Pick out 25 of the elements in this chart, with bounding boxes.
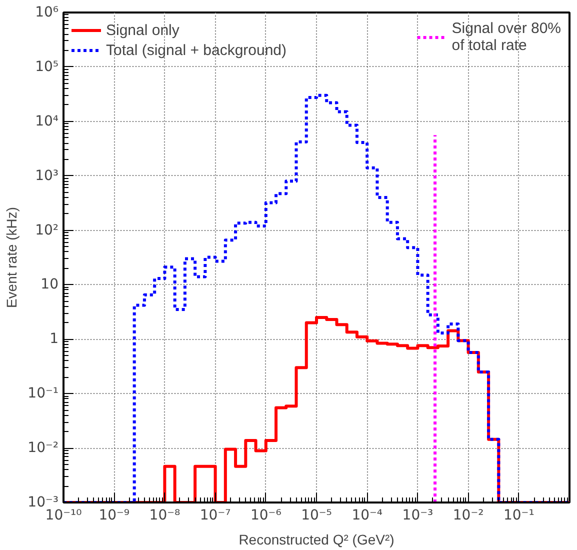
y-tick-label: 10³ <box>35 168 59 184</box>
legend-label: Signal over 80% of total rate <box>452 20 561 54</box>
x-tick-label: 10⁻⁷ <box>200 508 231 524</box>
x-tick-label: 10⁻¹⁰ <box>45 508 82 524</box>
x-axis-title: Reconstructed Q² (GeV²) <box>238 532 394 548</box>
y-tick-label: 1 <box>50 331 59 348</box>
y-tick-label: 10⁻¹ <box>28 386 59 402</box>
y-tick-label: 10⁻² <box>28 440 59 456</box>
y-tick-label: 10⁴ <box>35 113 59 130</box>
legend-label: Total (signal + background) <box>106 40 287 60</box>
y-axis-title: Event rate (kHz) <box>4 206 20 308</box>
x-tick-label: 10⁻⁴ <box>352 508 383 524</box>
y-tick-label: 10 <box>40 276 59 293</box>
y-tick-label: 10⁵ <box>35 58 59 75</box>
x-tick-label: 10⁻² <box>452 508 484 524</box>
x-tick-label: 10⁻⁸ <box>149 508 180 524</box>
x-tick-label: 10⁻³ <box>402 508 434 524</box>
x-tick-label: 10⁻⁶ <box>250 508 282 524</box>
x-tick-label: 10⁻¹ <box>503 508 534 524</box>
x-tick-label: 10⁻⁹ <box>98 508 130 524</box>
legend-label: Signal only <box>106 20 180 40</box>
y-tick-label: 10⁻³ <box>28 494 59 510</box>
y-tick-label: 10² <box>35 222 59 238</box>
x-tick-label: 10⁻⁵ <box>301 508 332 524</box>
y-tick-label: 10⁶ <box>35 4 59 20</box>
